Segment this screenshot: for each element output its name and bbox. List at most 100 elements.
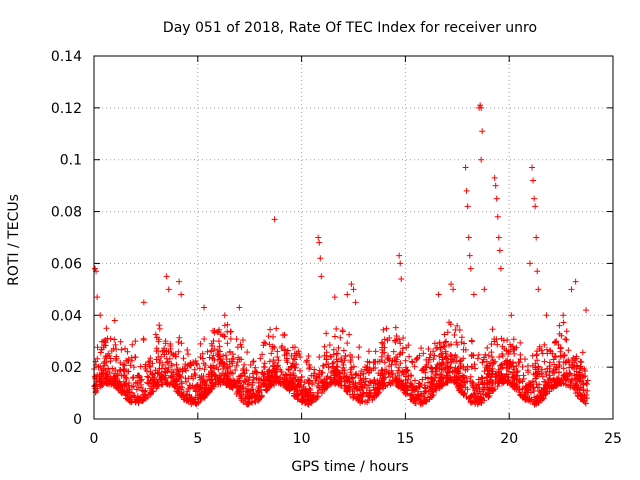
data-point: [445, 368, 452, 375]
data-point: [572, 375, 579, 382]
data-point: [227, 335, 234, 342]
data-point: [336, 374, 343, 381]
data-point: [233, 383, 240, 390]
data-point: [386, 357, 393, 364]
data-point: [275, 357, 282, 364]
data-point: [443, 338, 450, 345]
data-point: [539, 350, 546, 357]
data-point: [369, 396, 376, 403]
data-point: [467, 398, 474, 405]
data-point: [484, 344, 491, 351]
data-point: [305, 352, 312, 359]
data-point: [519, 393, 526, 400]
data-point: [187, 382, 194, 389]
data-point: [354, 383, 361, 390]
data-point: [383, 325, 390, 332]
data-point: [495, 380, 502, 387]
data-point: [94, 344, 101, 351]
data-point: [493, 336, 500, 343]
data-point: [147, 355, 154, 362]
data-point: [367, 378, 374, 385]
data-point: [549, 350, 556, 357]
data-point: [529, 362, 536, 369]
data-point: [450, 286, 457, 293]
data-point: [215, 328, 222, 335]
data-point: [584, 377, 591, 384]
data-point: [104, 375, 111, 382]
data-point: [215, 338, 222, 345]
data-point: [439, 356, 446, 363]
data-point: [128, 354, 135, 361]
data-point: [306, 397, 313, 404]
data-point: [468, 364, 475, 371]
data-point: [379, 367, 386, 374]
data-point: [378, 357, 385, 364]
data-point: [411, 387, 418, 394]
data-point: [431, 352, 438, 359]
data-point: [565, 382, 572, 389]
data-point: [118, 381, 125, 388]
data-point: [188, 394, 195, 401]
data-point: [227, 377, 234, 384]
data-point: [528, 396, 535, 403]
data-point: [250, 376, 257, 383]
data-point: [361, 381, 368, 388]
data-point: [397, 340, 404, 347]
data-point: [158, 376, 165, 383]
data-point: [539, 373, 546, 380]
data-point: [266, 341, 273, 348]
data-point: [112, 377, 119, 384]
data-point: [113, 346, 120, 353]
data-point: [497, 375, 504, 382]
data-point: [421, 384, 428, 391]
data-point: [344, 291, 351, 298]
data-point: [130, 374, 137, 381]
data-point: [220, 365, 227, 372]
data-point: [291, 356, 298, 363]
data-point: [175, 338, 182, 345]
data-point: [268, 350, 275, 357]
data-point: [283, 372, 290, 379]
data-point: [551, 361, 558, 368]
data-point: [202, 362, 209, 369]
y-tick-label: 0.02: [51, 360, 82, 376]
data-point: [392, 338, 399, 345]
plot-frame: [93, 55, 614, 420]
data-point: [402, 364, 409, 371]
data-point: [185, 385, 192, 392]
data-point: [480, 356, 487, 363]
data-point: [556, 322, 563, 329]
data-point: [306, 377, 313, 384]
data-point: [230, 351, 237, 358]
data-point: [306, 365, 313, 372]
data-point: [558, 379, 565, 386]
data-point: [440, 359, 447, 366]
data-point: [551, 382, 558, 389]
data-point: [219, 370, 226, 377]
data-point: [534, 268, 541, 275]
data-point: [578, 359, 585, 366]
data-point: [425, 359, 432, 366]
data-point: [137, 396, 144, 403]
data-point: [156, 359, 163, 366]
data-point: [137, 363, 144, 370]
data-point: [436, 353, 443, 360]
data-point: [380, 326, 387, 333]
data-point: [499, 353, 506, 360]
data-point: [504, 376, 511, 383]
data-point: [201, 366, 208, 373]
data-point: [207, 364, 214, 371]
data-point: [471, 361, 478, 368]
y-axis-label: ROTI / TECUs: [6, 194, 22, 286]
data-point: [145, 374, 152, 381]
data-point: [205, 389, 212, 396]
data-point: [240, 365, 247, 372]
data-point: [510, 384, 517, 391]
data-point: [488, 349, 495, 356]
data-point: [303, 358, 310, 365]
data-point: [386, 335, 393, 342]
data-point: [488, 341, 495, 348]
data-point: [205, 371, 212, 378]
data-point: [463, 393, 470, 400]
data-point: [130, 364, 137, 371]
